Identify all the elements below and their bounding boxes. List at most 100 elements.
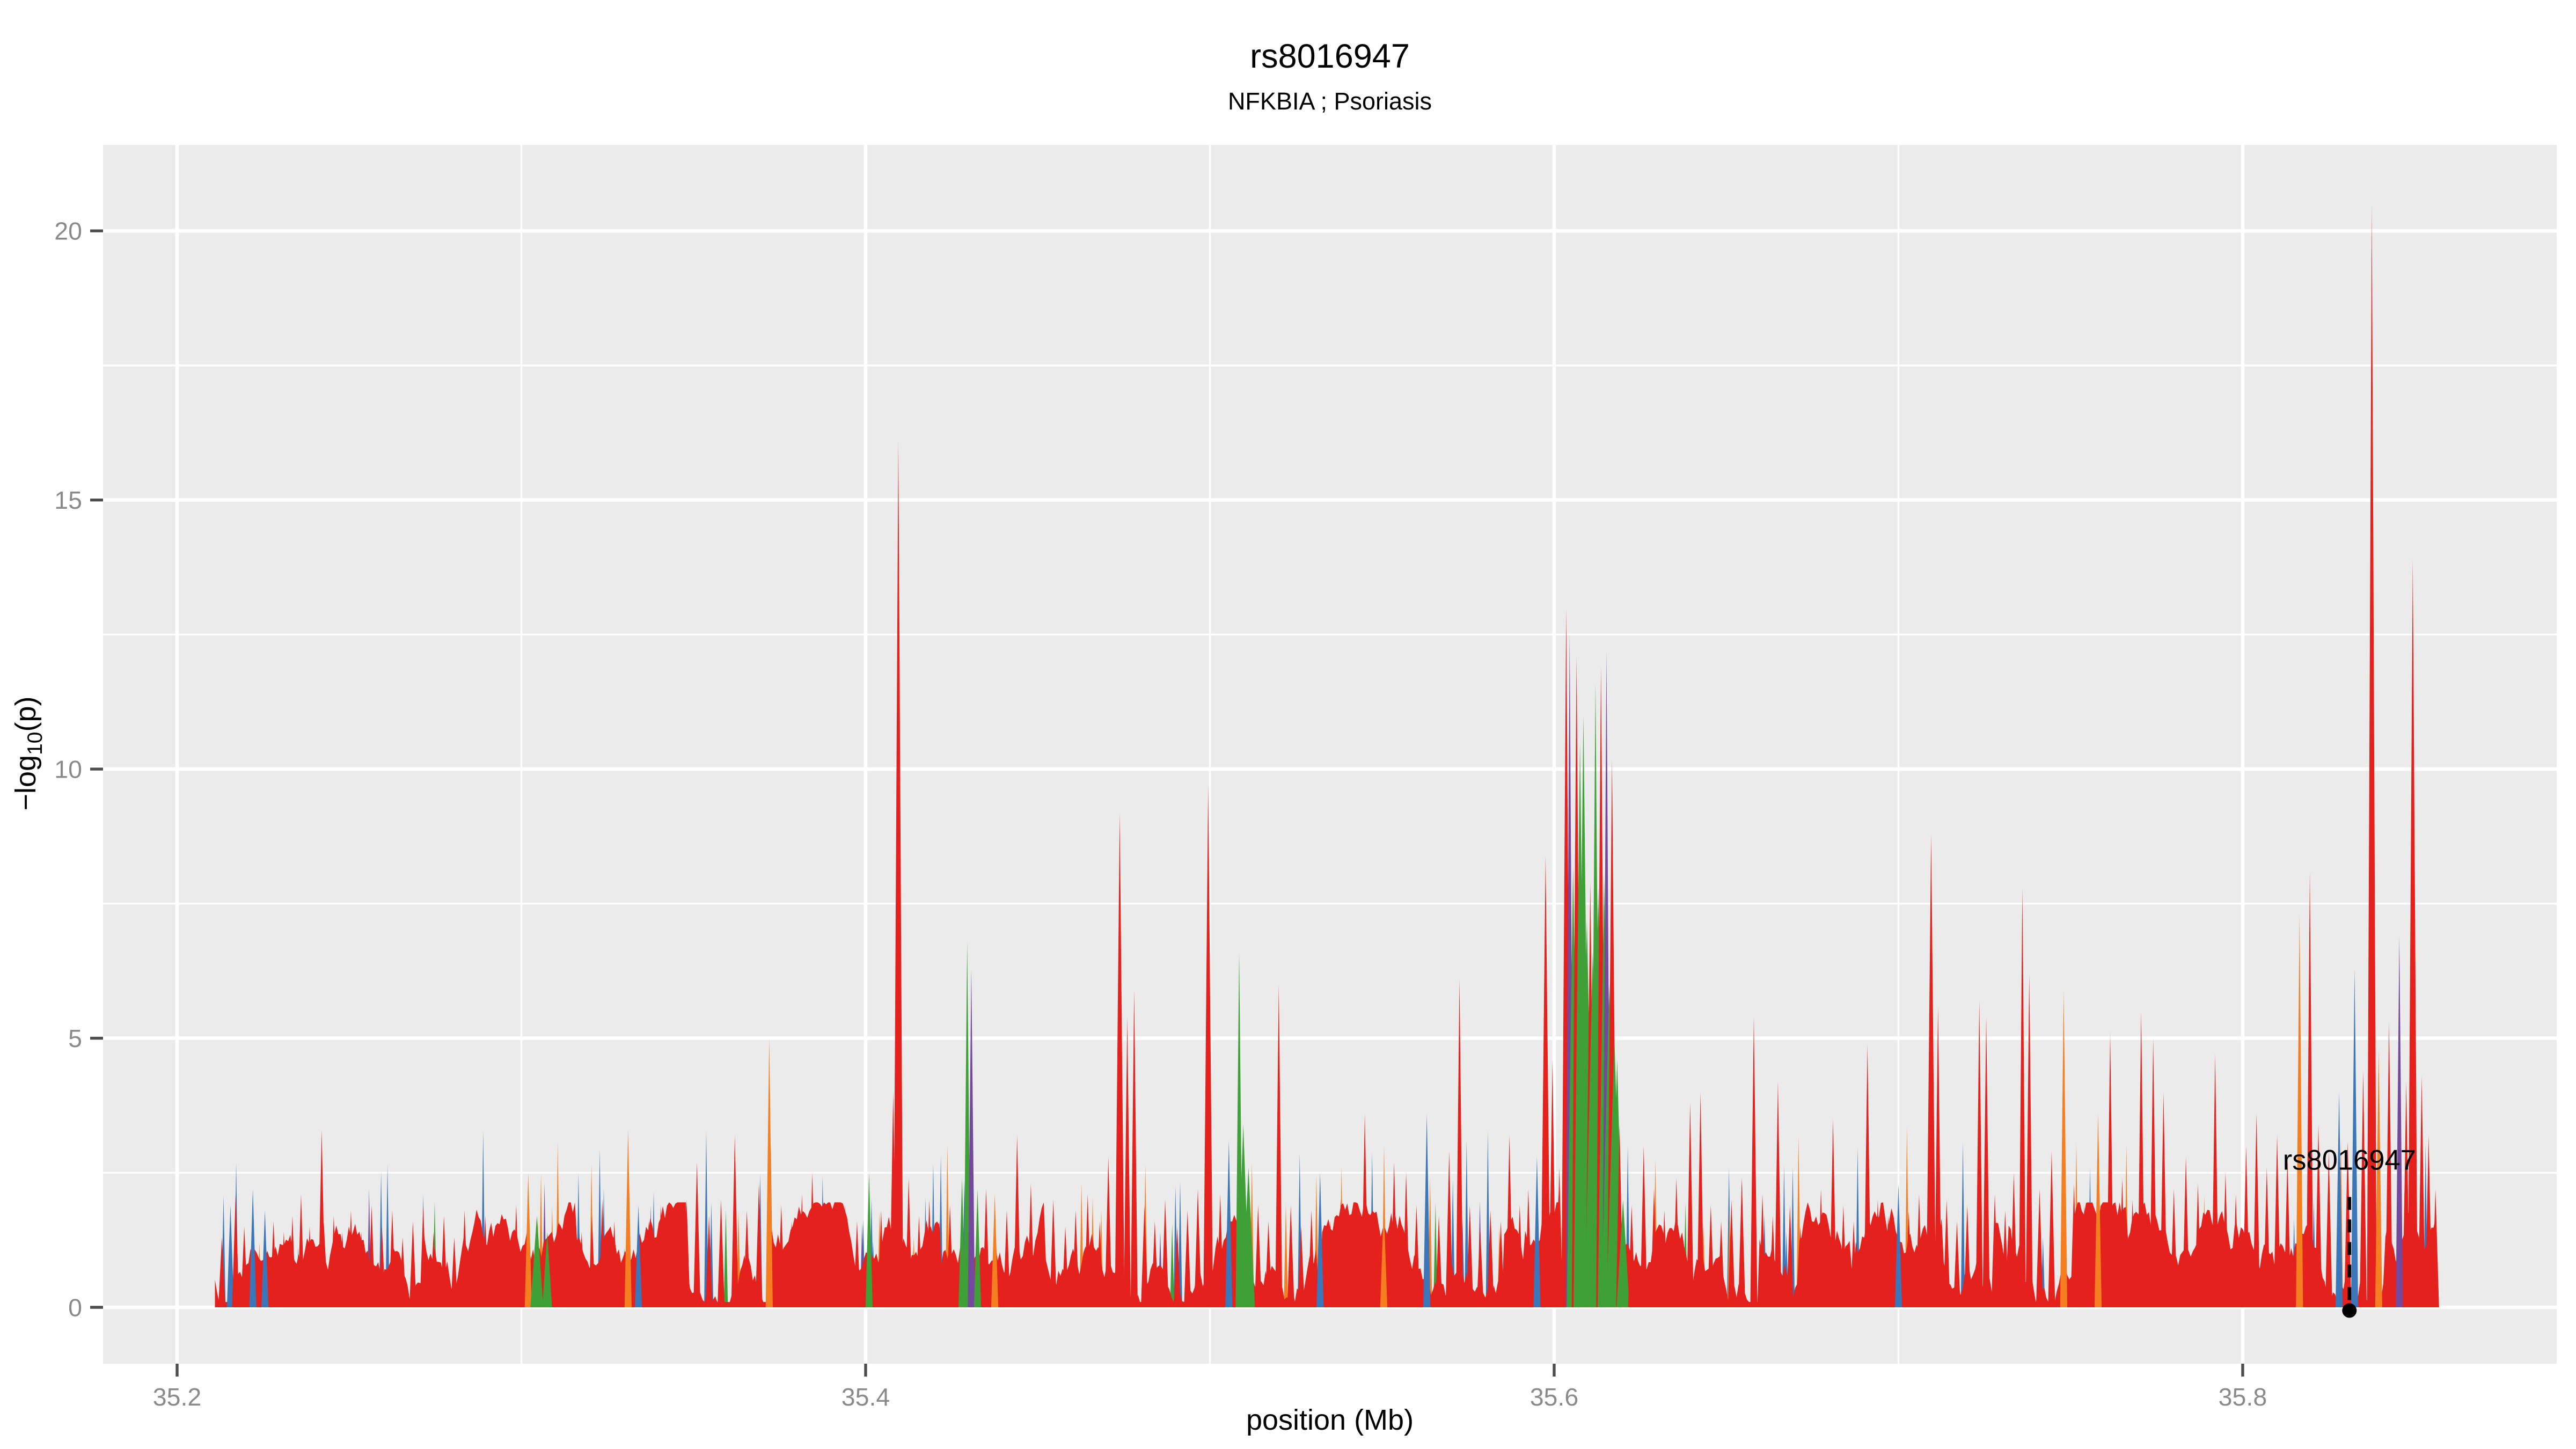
snp-spike <box>2375 1049 2382 1307</box>
snp-spike <box>1975 1000 1983 1307</box>
snp-spike <box>566 1210 573 1307</box>
snp-spike <box>1673 1178 1680 1307</box>
snp-spike <box>1650 1189 1658 1307</box>
snp-spike <box>1717 1221 1725 1307</box>
snp-spike <box>430 1232 437 1307</box>
snp-spike <box>2359 1070 2367 1307</box>
plot-panel-background <box>103 145 2557 1364</box>
snp-spike <box>778 1205 785 1307</box>
snp-spike <box>339 1232 346 1307</box>
snp-spike <box>1466 1205 1474 1307</box>
snp-spike <box>588 1216 596 1307</box>
snp-spike <box>1864 1043 1871 1307</box>
snp-spike <box>378 1226 386 1307</box>
snp-spike <box>1533 1157 1541 1307</box>
snp-spike <box>1445 1151 1453 1307</box>
snp-spike <box>1194 1189 1202 1307</box>
snp-spike <box>261 1210 269 1307</box>
snp-spike <box>513 1205 520 1307</box>
snp-spike <box>1884 1216 1892 1307</box>
x-axis-title: position (Mb) <box>1246 1404 1414 1436</box>
snp-spike <box>2351 968 2359 1307</box>
snp-spike <box>1435 1216 1443 1307</box>
snp-spike <box>755 1183 763 1307</box>
snp-spike <box>2407 559 2418 1307</box>
snp-spike <box>2396 935 2403 1307</box>
snp-spike <box>2242 1146 2250 1307</box>
snp-spike <box>1905 1210 1913 1307</box>
snp-spike <box>1874 1199 1882 1307</box>
snp-spike <box>2232 1194 2240 1307</box>
snp-spike <box>280 1232 288 1307</box>
snp-spike <box>1707 1205 1715 1307</box>
snp-spike <box>1173 1226 1181 1307</box>
snp-spike <box>669 1226 677 1307</box>
snp-spike <box>1769 1216 1776 1307</box>
snp-spike <box>1284 1204 1288 1307</box>
snp-spike <box>1062 1226 1069 1307</box>
snp-spike <box>1697 1092 1704 1307</box>
snp-spike <box>1316 1173 1324 1307</box>
snp-spike <box>958 1178 966 1307</box>
snp-spike <box>946 1205 954 1307</box>
snp-spike <box>524 1173 532 1307</box>
snp-spike <box>1084 1194 1092 1307</box>
snp-spike <box>1926 833 1936 1307</box>
snp-spike <box>1817 1189 1825 1307</box>
snp-spike <box>1104 1157 1112 1307</box>
snp-spike <box>1203 785 1213 1307</box>
snp-spike <box>2296 914 2303 1307</box>
snp-spike <box>2081 1205 2088 1307</box>
y-axis-title: −log10(p) <box>10 697 47 811</box>
snp-spike <box>409 1221 417 1307</box>
snp-spike <box>2010 1173 2017 1307</box>
chart-subtitle: NFKBIA ; Psoriasis <box>1228 87 1432 115</box>
x-tick-label: 35.8 <box>2219 1383 2267 1411</box>
snp-spike <box>974 1189 982 1307</box>
snp-spike <box>1264 1221 1272 1307</box>
snp-spike <box>270 1221 277 1307</box>
snp-spike <box>1013 1135 1021 1307</box>
snp-spike <box>2106 1033 2114 1307</box>
snp-spike <box>2315 1124 2322 1307</box>
snp-spike <box>1807 1210 1814 1307</box>
snp-spike <box>1413 1205 1420 1307</box>
snp-spike <box>1297 1226 1305 1307</box>
snp-spike <box>1894 1183 1902 1307</box>
snp-spike <box>2129 1199 2136 1307</box>
snp-spike <box>1525 1189 1532 1307</box>
snp-spike <box>798 1194 806 1307</box>
snp-spike <box>2036 1189 2044 1307</box>
snp-spike <box>1464 1140 1469 1307</box>
snp-spike <box>2432 1189 2439 1307</box>
snp-spike <box>624 1130 632 1307</box>
snp-spike <box>611 1221 618 1307</box>
snp-spike <box>1096 1221 1103 1307</box>
snp-spike <box>1487 1210 1494 1307</box>
snp-spike <box>1934 1006 1942 1307</box>
snp-spike <box>1327 1221 1334 1307</box>
snp-spike <box>743 1210 751 1307</box>
snp-spike <box>808 1173 816 1307</box>
snp-spike <box>1540 855 1550 1307</box>
snp-spike <box>1991 1194 1999 1307</box>
snp-spike <box>2273 1135 2281 1307</box>
snp-spike <box>788 1221 795 1307</box>
snp-spike <box>865 1173 873 1307</box>
snp-spike <box>1380 1205 1388 1307</box>
snp-spike <box>731 1135 738 1307</box>
snp-spike <box>1660 1210 1668 1307</box>
snp-spike <box>232 1194 239 1307</box>
snp-spike <box>492 1237 499 1307</box>
annotation-point <box>2342 1303 2357 1318</box>
snp-spike <box>461 1210 469 1307</box>
snp-spike <box>1943 1199 1950 1307</box>
snp-spike <box>841 1205 849 1307</box>
snp-spike <box>1964 1205 1971 1307</box>
snp-spike <box>1505 1135 1513 1307</box>
snp-spike <box>1003 1210 1011 1307</box>
snp-spike <box>598 1199 606 1307</box>
snp-spike <box>1140 1205 1148 1307</box>
snp-spike <box>1728 1199 1735 1307</box>
snp-spike <box>555 1221 563 1307</box>
